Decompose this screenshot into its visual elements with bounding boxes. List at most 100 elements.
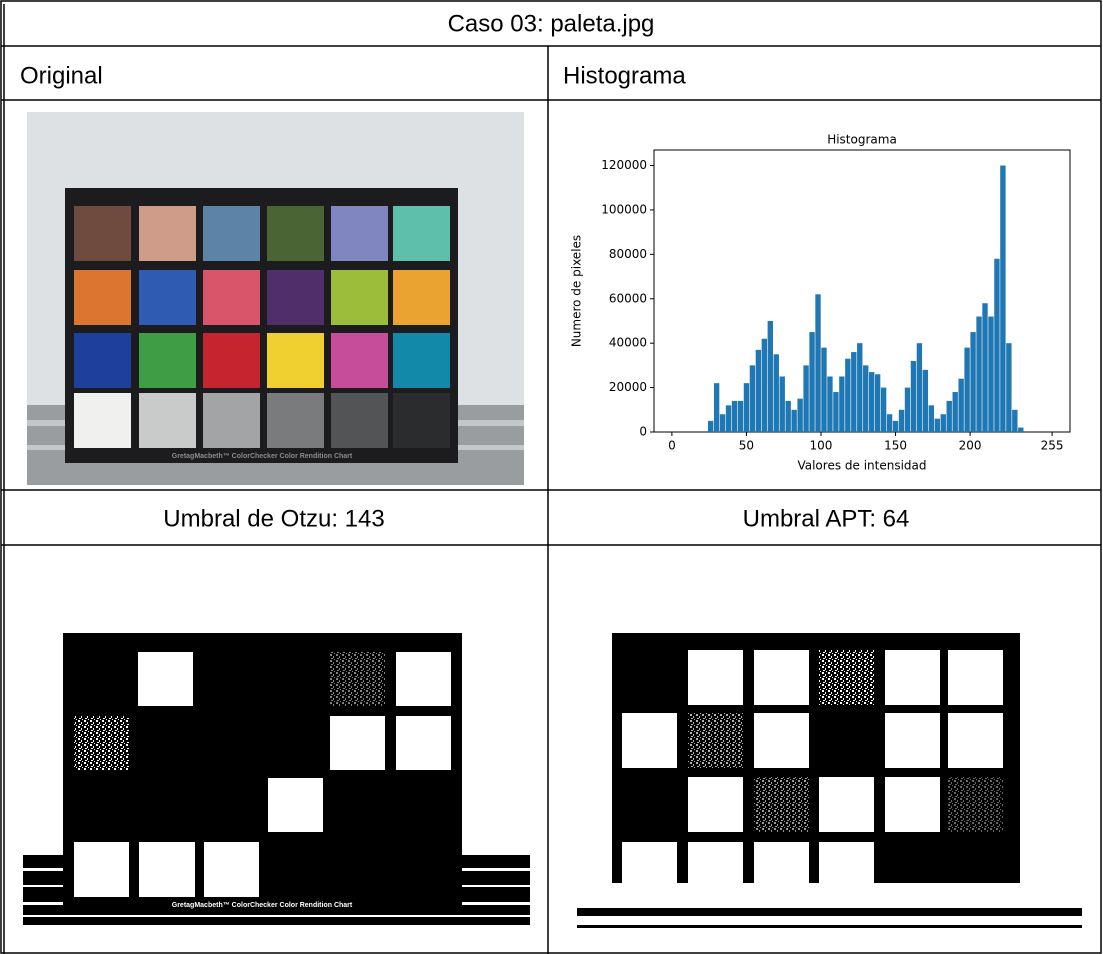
bar [934, 418, 940, 432]
bar [1000, 165, 1006, 432]
bar [851, 352, 857, 432]
bar [773, 354, 779, 432]
x-tick-label: 150 [884, 439, 907, 453]
bar [833, 392, 839, 432]
threshold-label: Umbral de Otzu: 143 [163, 505, 384, 532]
y-tick-label: 60000 [609, 291, 647, 305]
bar [886, 414, 893, 432]
image-caption: GretagMacbeth™ ColorChecker Color Rendit… [172, 453, 353, 460]
bar [839, 376, 845, 432]
image-caption: GretagMacbeth™ ColorChecker Color Rendit… [172, 902, 353, 909]
color-patch [139, 333, 196, 388]
x-tick-label: 255 [1041, 439, 1064, 453]
color-patch [267, 270, 324, 325]
image-caption: GretagMacbeth™ ColorChecker Color Rendit… [726, 900, 907, 907]
bar [749, 365, 756, 432]
bar [725, 405, 732, 432]
bar [779, 376, 785, 432]
color-patch [267, 333, 324, 388]
y-tick-label: 100000 [601, 202, 647, 216]
bar [880, 387, 887, 432]
color-patch [74, 393, 131, 448]
x-tick-label: 100 [810, 439, 833, 453]
bar [731, 400, 738, 432]
bar [874, 374, 881, 432]
bar [928, 405, 935, 432]
chart-title: Histograma [827, 133, 897, 147]
color-patch [139, 393, 196, 448]
bar [898, 409, 905, 432]
bar [827, 376, 833, 432]
y-tick-label: 20000 [609, 380, 647, 394]
color-patch [267, 206, 324, 261]
color-patch [139, 270, 196, 325]
bar [809, 332, 815, 432]
x-tick-label: 0 [668, 439, 676, 453]
bar [713, 383, 720, 432]
bar [791, 409, 797, 432]
column-header: Histograma [563, 62, 686, 89]
color-patch [203, 206, 260, 261]
y-tick-label: 40000 [609, 336, 647, 350]
bar [1006, 343, 1012, 432]
bar [1012, 409, 1018, 432]
x-tick-label: 200 [959, 439, 982, 453]
bar [940, 414, 946, 432]
y-tick-label: 80000 [609, 247, 647, 261]
color-patch [331, 206, 388, 261]
bar [755, 349, 762, 432]
color-patch [203, 270, 260, 325]
threshold-label: Umbral APT: 64 [743, 505, 910, 532]
color-patch [267, 393, 324, 448]
bar [719, 414, 726, 432]
bar [707, 420, 714, 432]
color-patch [393, 393, 450, 448]
bar [803, 365, 809, 432]
bar [964, 347, 970, 432]
y-tick-label: 120000 [601, 158, 647, 172]
bar [821, 347, 827, 432]
bar [797, 398, 803, 432]
y-axis-label: Numero de pixeles [570, 235, 584, 347]
color-patch [393, 206, 450, 261]
bar [863, 365, 869, 432]
bar [815, 294, 821, 432]
color-patch [331, 393, 388, 448]
bar [970, 332, 976, 432]
bar [904, 387, 911, 432]
x-tick-label: 50 [739, 439, 754, 453]
bar [845, 358, 851, 432]
bar [958, 378, 964, 432]
bar [1018, 427, 1024, 432]
otsu-binary-image [23, 633, 530, 925]
histogram-chart: Histograma Valores de intensidad Numero … [570, 133, 1071, 473]
original-photo [27, 112, 524, 485]
color-patch [393, 333, 450, 388]
bar [869, 372, 875, 432]
color-patch [74, 333, 131, 388]
color-patch [331, 270, 388, 325]
color-patch [331, 333, 388, 388]
table-title: Caso 03: paleta.jpg [448, 10, 655, 37]
color-patch [74, 206, 131, 261]
bar [976, 316, 982, 432]
bar [922, 369, 929, 432]
bar [767, 320, 773, 432]
color-patch [393, 270, 450, 325]
bar [737, 400, 744, 432]
bar [743, 383, 750, 432]
color-patch [74, 270, 131, 325]
bar [946, 400, 952, 432]
column-header: Original [20, 62, 103, 89]
color-patch [203, 333, 260, 388]
y-tick-label: 0 [639, 425, 647, 439]
bar [761, 338, 768, 432]
bar [785, 400, 791, 432]
bar [988, 316, 994, 432]
x-axis-label: Valores de intensidad [797, 459, 926, 473]
bar [857, 343, 863, 432]
bar [892, 420, 899, 432]
bar [952, 392, 958, 432]
